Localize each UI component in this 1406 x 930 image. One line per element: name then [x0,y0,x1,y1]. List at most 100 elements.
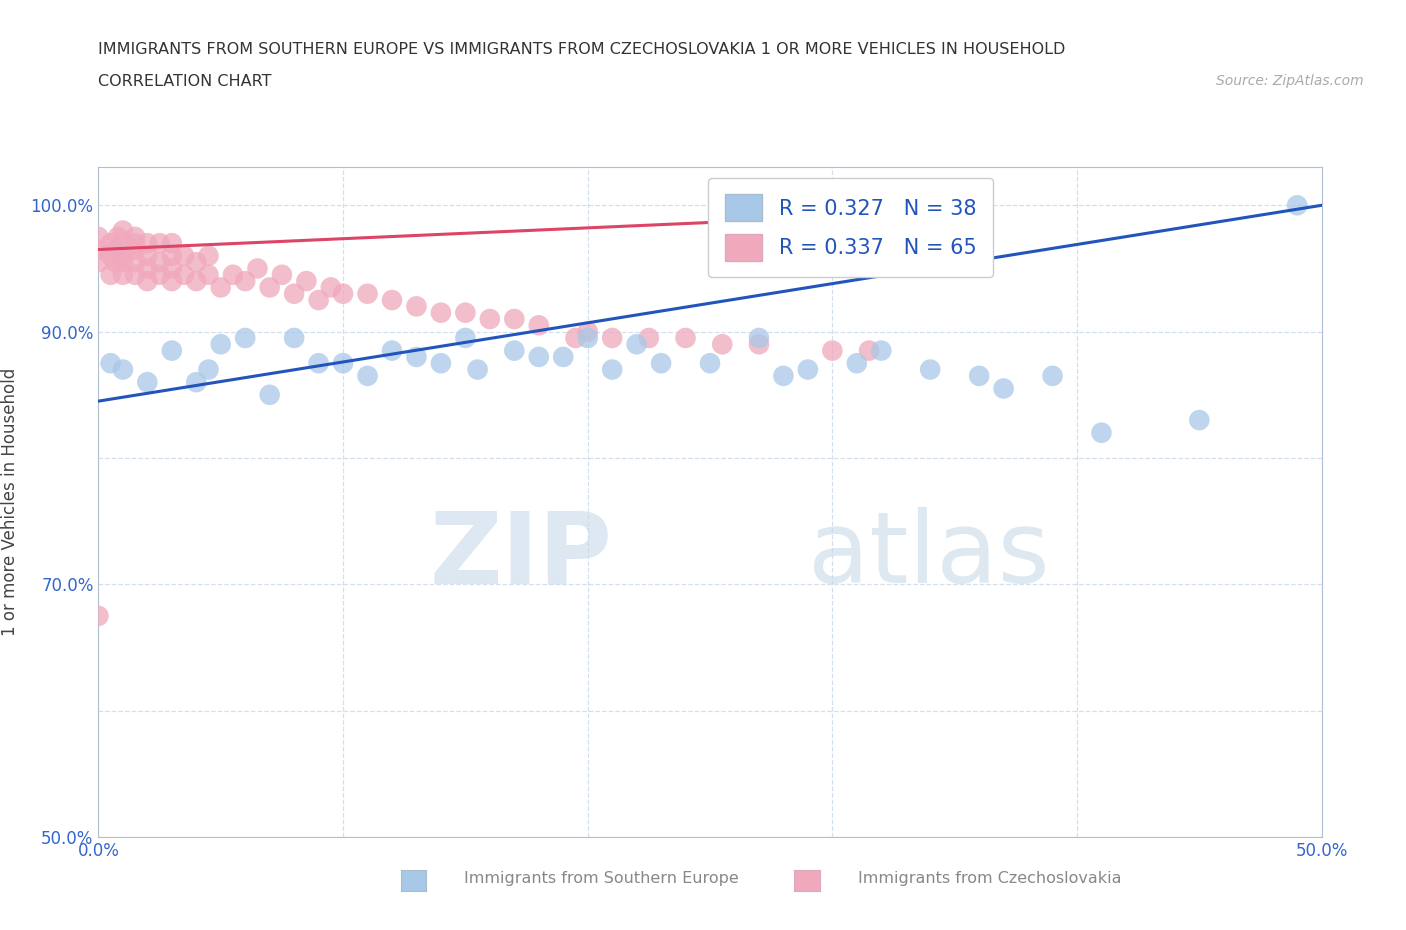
Point [405,299,427,313]
Point [197,267,219,282]
Point [87,255,110,270]
Point [1090,425,1112,440]
Point [711,337,734,352]
Point [283,330,305,345]
Point [160,261,183,276]
Point [993,381,1015,396]
Point [111,223,134,238]
Text: atlas: atlas [808,507,1049,604]
Point [576,325,599,339]
Point [967,368,990,383]
Point [173,248,195,263]
Point [149,267,172,282]
Point [858,343,880,358]
Point [246,261,269,276]
Point [160,273,183,288]
Point [87,608,110,623]
Point [564,330,586,345]
Point [527,350,550,365]
Text: Immigrants from Southern Europe: Immigrants from Southern Europe [464,871,738,886]
Point [576,330,599,345]
Point [650,356,672,371]
Point [356,286,378,301]
Point [100,248,122,263]
Point [699,356,721,371]
Point [87,242,110,257]
Point [124,267,146,282]
Text: Source: ZipAtlas.com: Source: ZipAtlas.com [1216,74,1364,88]
Point [675,330,697,345]
Point [160,236,183,251]
Point [405,350,427,365]
Point [233,330,256,345]
Point [124,255,146,270]
Point [430,356,453,371]
Point [430,305,453,320]
Point [1286,198,1309,213]
Point [637,330,661,345]
Point [209,337,232,352]
Point [772,368,794,383]
Point [797,362,820,377]
Point [173,267,195,282]
Point [527,318,550,333]
Point [111,255,134,270]
Point [100,267,122,282]
Text: CORRELATION CHART: CORRELATION CHART [98,74,271,89]
Point [111,236,134,251]
Point [100,236,122,251]
Point [111,267,134,282]
Point [467,362,489,377]
Point [104,242,127,257]
Point [111,362,134,377]
Point [503,343,526,358]
Point [454,330,477,345]
Point [197,248,219,263]
Point [124,230,146,245]
Point [748,330,770,345]
Point [478,312,501,326]
Point [845,356,868,371]
Point [233,273,256,288]
Point [197,362,219,377]
Point [381,343,404,358]
Legend: R = 0.327   N = 38, R = 0.337   N = 65: R = 0.327 N = 38, R = 0.337 N = 65 [709,178,993,277]
Point [553,350,575,365]
Point [454,305,477,320]
Point [319,280,342,295]
Point [160,248,183,263]
Point [332,286,354,301]
Point [381,293,404,308]
Point [136,236,159,251]
Point [626,337,648,352]
Point [149,236,172,251]
Point [124,236,146,251]
Point [295,273,318,288]
Point [1042,368,1064,383]
Point [111,248,134,263]
Point [600,330,623,345]
Point [186,273,208,288]
Point [149,255,172,270]
Point [270,267,294,282]
Point [748,337,770,352]
Point [136,375,159,390]
Point [356,368,378,383]
Point [332,356,354,371]
Point [308,293,330,308]
Text: ZIP: ZIP [429,507,612,604]
Point [100,356,122,371]
Point [1188,413,1211,428]
Point [308,356,330,371]
Point [160,343,183,358]
Point [920,362,942,377]
Point [186,255,208,270]
Point [259,388,281,403]
Point [283,286,305,301]
Point [600,362,623,377]
Point [222,267,245,282]
Point [821,343,844,358]
Point [186,375,208,390]
Point [104,255,127,270]
Point [259,280,281,295]
